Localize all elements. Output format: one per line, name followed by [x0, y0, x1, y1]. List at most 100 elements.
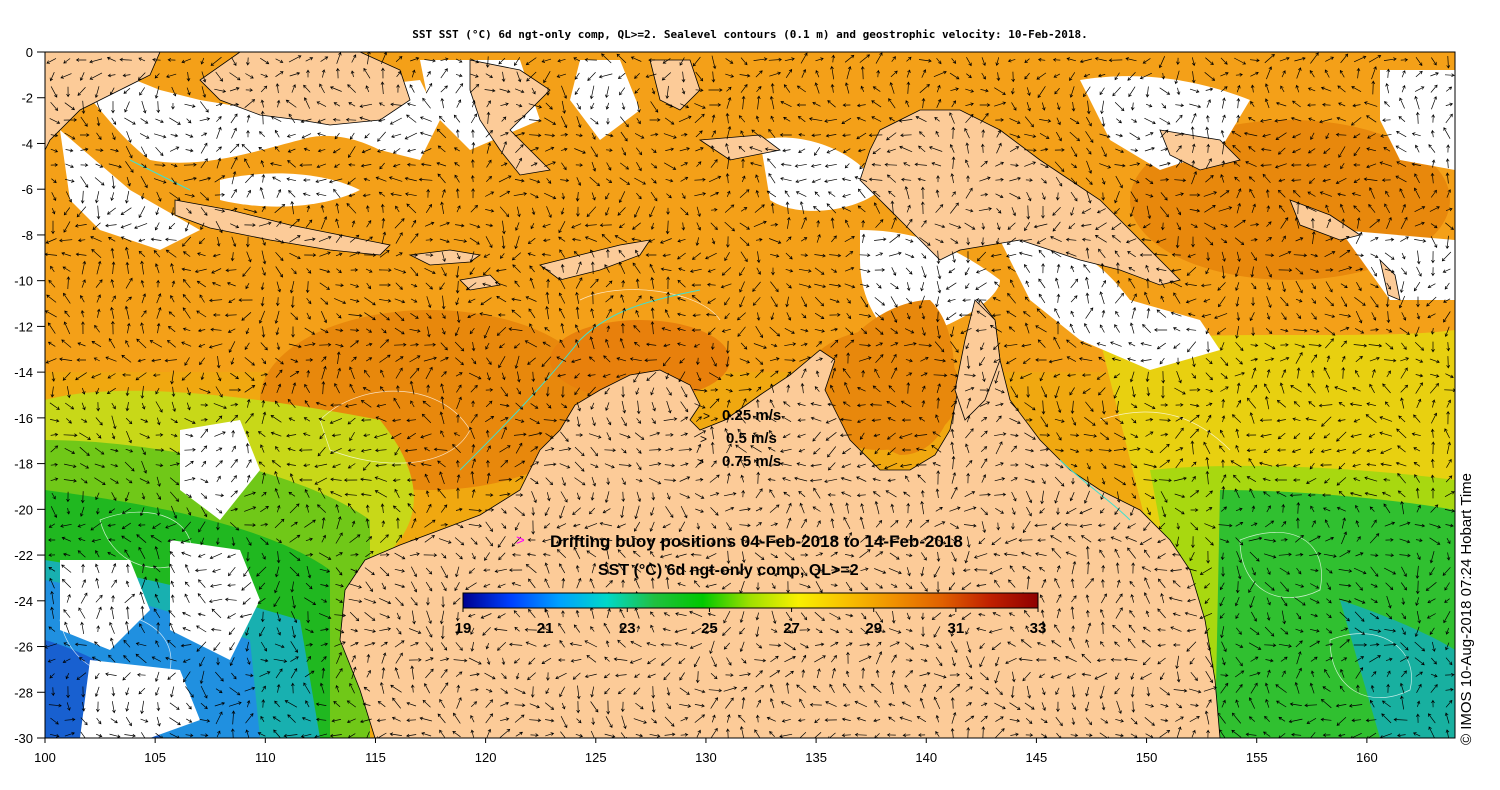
velocity-arrow — [1251, 203, 1256, 214]
velocity-arrow — [935, 296, 940, 308]
velocity-arrow — [228, 701, 242, 707]
velocity-arrow — [1401, 312, 1407, 321]
velocity-arrow — [964, 267, 970, 276]
velocity-arrow — [526, 71, 537, 82]
velocity-arrow — [289, 473, 295, 484]
velocity-arrow — [1413, 281, 1421, 292]
velocity-arrow — [1305, 206, 1317, 212]
velocity-arrow — [138, 687, 146, 695]
velocity-arrow — [185, 686, 194, 698]
velocity-arrow — [695, 237, 700, 246]
velocity-arrow — [677, 582, 686, 587]
velocity-arrow — [1159, 161, 1171, 167]
velocity-arrow — [661, 327, 672, 332]
velocity-arrow — [499, 403, 510, 408]
velocity-arrow — [119, 57, 132, 62]
velocity-arrow — [314, 463, 328, 469]
velocity-arrow — [1086, 160, 1092, 174]
velocity-arrow — [1189, 657, 1195, 665]
velocity-arrow — [753, 220, 767, 228]
velocity-arrow — [604, 545, 610, 560]
velocity-arrow — [808, 117, 823, 122]
velocity-arrow — [1412, 732, 1421, 737]
velocity-arrow — [426, 503, 432, 513]
velocity-arrow — [1431, 699, 1435, 708]
velocity-arrow — [590, 146, 598, 158]
velocity-arrow — [1190, 126, 1195, 140]
velocity-arrow — [756, 471, 761, 484]
velocity-arrow — [873, 433, 881, 438]
velocity-arrow — [1266, 221, 1272, 227]
velocity-arrow — [1414, 95, 1420, 110]
velocity-arrow — [1246, 448, 1256, 453]
velocity-arrow — [245, 88, 253, 92]
velocity-arrow — [1446, 441, 1451, 454]
velocity-arrow — [437, 173, 446, 184]
velocity-arrow — [1352, 463, 1361, 468]
velocity-arrow — [1296, 667, 1302, 679]
velocity-arrow — [1248, 176, 1256, 182]
velocity-arrow — [333, 188, 341, 199]
velocity-arrow — [1249, 627, 1260, 635]
velocity-arrow — [525, 296, 537, 302]
velocity-arrow — [319, 682, 325, 694]
velocity-arrow — [1325, 628, 1333, 634]
velocity-arrow — [1220, 174, 1225, 183]
velocity-arrow — [470, 175, 475, 183]
velocity-arrow — [469, 672, 480, 677]
velocity-arrow — [739, 611, 745, 624]
velocity-arrow — [1024, 222, 1030, 232]
velocity-arrow — [1371, 519, 1377, 528]
velocity-arrow — [950, 641, 958, 654]
velocity-arrow — [605, 580, 613, 588]
velocity-arrow — [496, 295, 507, 303]
velocity-arrow — [440, 396, 445, 410]
velocity-arrow — [650, 387, 655, 396]
velocity-arrow — [150, 237, 162, 242]
velocity-arrow — [1280, 328, 1289, 333]
velocity-arrow — [155, 387, 160, 395]
velocity-arrow — [1281, 670, 1286, 678]
velocity-arrow — [1379, 161, 1393, 167]
velocity-arrow — [419, 116, 432, 122]
velocity-arrow — [470, 641, 475, 652]
velocity-arrow — [437, 460, 446, 468]
velocity-arrow — [241, 143, 252, 154]
velocity-arrow — [1322, 102, 1331, 107]
velocity-arrow — [216, 115, 222, 122]
velocity-arrow — [829, 502, 835, 514]
velocity-arrow — [108, 538, 116, 542]
velocity-arrow — [320, 627, 329, 632]
velocity-arrow — [290, 521, 298, 527]
velocity-arrow — [290, 358, 299, 363]
velocity-arrow — [1320, 463, 1332, 467]
velocity-arrow — [394, 268, 407, 274]
velocity-arrow — [365, 236, 373, 242]
velocity-arrow — [1204, 205, 1216, 213]
velocity-arrow — [1085, 733, 1093, 738]
velocity-arrow — [49, 577, 55, 589]
velocity-arrow — [1189, 428, 1199, 439]
velocity-arrow — [903, 342, 917, 347]
velocity-arrow — [1323, 163, 1331, 168]
velocity-arrow — [906, 612, 911, 620]
velocity-arrow — [1040, 463, 1049, 468]
velocity-arrow — [261, 357, 267, 365]
velocity-arrow — [1339, 685, 1345, 693]
velocity-arrow — [1024, 296, 1030, 302]
velocity-arrow — [1445, 627, 1450, 635]
velocity-arrow — [1155, 267, 1167, 272]
velocity-arrow — [992, 612, 1001, 617]
ocean-hot-core-arafura — [550, 320, 730, 400]
velocity-arrow — [1201, 313, 1212, 318]
velocity-arrow — [590, 492, 595, 501]
velocity-arrow — [1382, 383, 1391, 394]
velocity-arrow — [1024, 58, 1030, 64]
velocity-arrow — [230, 728, 235, 738]
velocity-arrow — [93, 357, 100, 362]
velocity-arrow — [229, 687, 241, 696]
velocity-arrow — [1400, 216, 1408, 229]
velocity-arrow — [471, 443, 476, 453]
velocity-arrow — [1143, 549, 1151, 558]
velocity-arrow — [154, 671, 160, 682]
